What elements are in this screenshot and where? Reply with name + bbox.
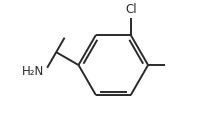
Text: H₂N: H₂N [22,65,45,78]
Text: Cl: Cl [125,3,137,16]
